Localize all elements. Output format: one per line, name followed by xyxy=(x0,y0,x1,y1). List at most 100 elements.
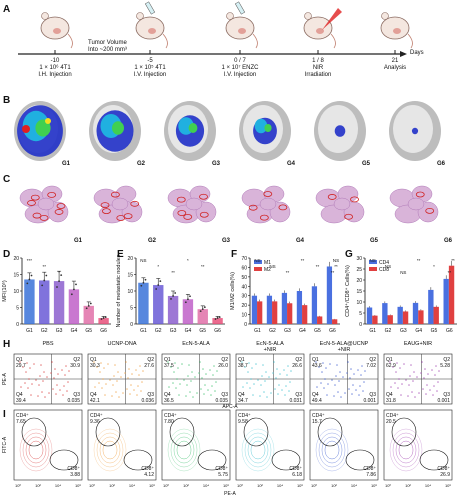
flow-event xyxy=(41,391,43,393)
quadrant-label: Q4 xyxy=(164,392,171,398)
flow-event xyxy=(339,371,341,373)
flow-event xyxy=(396,362,398,364)
contour xyxy=(321,436,343,464)
flow-event xyxy=(98,382,100,384)
flow-event xyxy=(407,395,409,397)
cd4-label: CD4⁺ xyxy=(90,413,103,419)
significance-label: ** xyxy=(316,264,320,269)
legend-swatch xyxy=(369,267,377,271)
quadrant-value: 36.5 xyxy=(164,398,174,404)
data-point xyxy=(155,288,158,290)
flow-event xyxy=(431,369,433,371)
legend-swatch xyxy=(254,267,262,271)
flow-event xyxy=(363,381,365,383)
data-point xyxy=(26,282,29,285)
flow-event xyxy=(100,362,102,364)
flow-tick-label: 10⁰ xyxy=(237,483,243,488)
timeline-day: 0 / 7 xyxy=(234,58,246,64)
flow-event xyxy=(196,392,198,394)
flow-event xyxy=(409,375,411,377)
flow-event xyxy=(55,393,57,395)
contour xyxy=(318,432,346,468)
bar xyxy=(167,295,179,324)
timeline-day: -5 xyxy=(147,58,153,64)
flow-event xyxy=(64,374,66,376)
contour xyxy=(22,432,50,468)
quadrant-value: 0.001 xyxy=(363,398,376,404)
timeline-event-text: NIR Irradiation xyxy=(304,65,332,78)
group-label: G3 xyxy=(212,161,221,167)
y-tick-label: 30 xyxy=(356,256,362,262)
cd4-label: CD4⁺ xyxy=(312,413,325,419)
fluorescence-image xyxy=(14,101,66,161)
flow-event xyxy=(432,394,434,396)
significance-label: ** xyxy=(301,258,305,263)
cd4-gate xyxy=(169,417,195,447)
flow-event xyxy=(331,379,333,381)
metastasis-circle xyxy=(54,209,64,215)
data-point xyxy=(201,308,204,311)
cd4-gate xyxy=(95,417,121,447)
flow-event xyxy=(262,364,264,366)
y-tick-label: 5 xyxy=(130,306,133,312)
flow-event xyxy=(216,370,218,372)
flow-event xyxy=(276,368,278,370)
mouse-icon xyxy=(380,12,413,49)
flow-event xyxy=(138,374,140,376)
significance-label: NS xyxy=(385,264,391,269)
flow-event xyxy=(213,365,215,367)
flow-event xyxy=(209,369,211,371)
flow-event xyxy=(259,395,261,397)
fluorescence-image xyxy=(314,101,366,161)
significance-label: * xyxy=(58,270,60,275)
metastasis-circle xyxy=(32,212,42,219)
flow-event xyxy=(127,377,129,379)
flow-event xyxy=(211,385,213,387)
flow-event xyxy=(320,382,322,384)
bar xyxy=(182,299,194,324)
flow-event xyxy=(347,361,349,363)
timeline-svg xyxy=(18,1,413,57)
data-point xyxy=(140,284,143,287)
y-tick-label: 0 xyxy=(244,322,247,328)
bar xyxy=(448,265,455,324)
metastasis-circle xyxy=(183,214,193,220)
timeline-event-text: 1 × 10⁶ 4T1 I.H. Injection xyxy=(38,65,72,78)
flow-event xyxy=(400,394,402,396)
significance-label: * xyxy=(187,258,189,263)
flow-event xyxy=(124,372,126,374)
flow-tick-label: 10⁶ xyxy=(297,483,303,488)
flow-event xyxy=(246,382,248,384)
quadrant-label: Q4 xyxy=(312,392,319,398)
quadrant-label: Q2 xyxy=(369,357,376,363)
flow-event xyxy=(285,385,287,387)
flow-event xyxy=(340,396,342,398)
cd4-value: 7.65 xyxy=(16,419,26,425)
significance-label: ** xyxy=(417,258,421,263)
flow-event xyxy=(181,363,183,365)
flow-event xyxy=(329,363,331,365)
flow-event xyxy=(93,361,95,363)
panel-letter-a: A xyxy=(3,4,11,15)
data-point xyxy=(87,304,90,307)
cd8-label: CD8⁺ xyxy=(215,466,228,472)
flow-group-title: +NIR xyxy=(338,347,351,353)
flow-event xyxy=(403,363,405,365)
group-label: G4 xyxy=(287,161,296,167)
bar xyxy=(428,289,434,324)
flow-event xyxy=(125,361,127,363)
flow-event xyxy=(327,383,329,385)
flow-tick-label: 10⁶ xyxy=(149,483,155,488)
bar xyxy=(272,301,278,324)
metastasis-circle xyxy=(39,214,49,221)
contour xyxy=(28,440,44,460)
mouse-icon xyxy=(303,12,336,49)
bar xyxy=(402,311,409,324)
tumor-volume-label: Tumor Volume Into ~200 mm³ xyxy=(88,40,127,53)
histology-image xyxy=(19,185,69,224)
chart-e: 0 5 10 15 20 Number of metastatic nodules G1 G2… xyxy=(116,254,225,334)
flow-event xyxy=(63,385,65,387)
quadrant-label: Q4 xyxy=(238,392,245,398)
flow-event xyxy=(210,394,212,396)
flow-event xyxy=(178,394,180,396)
